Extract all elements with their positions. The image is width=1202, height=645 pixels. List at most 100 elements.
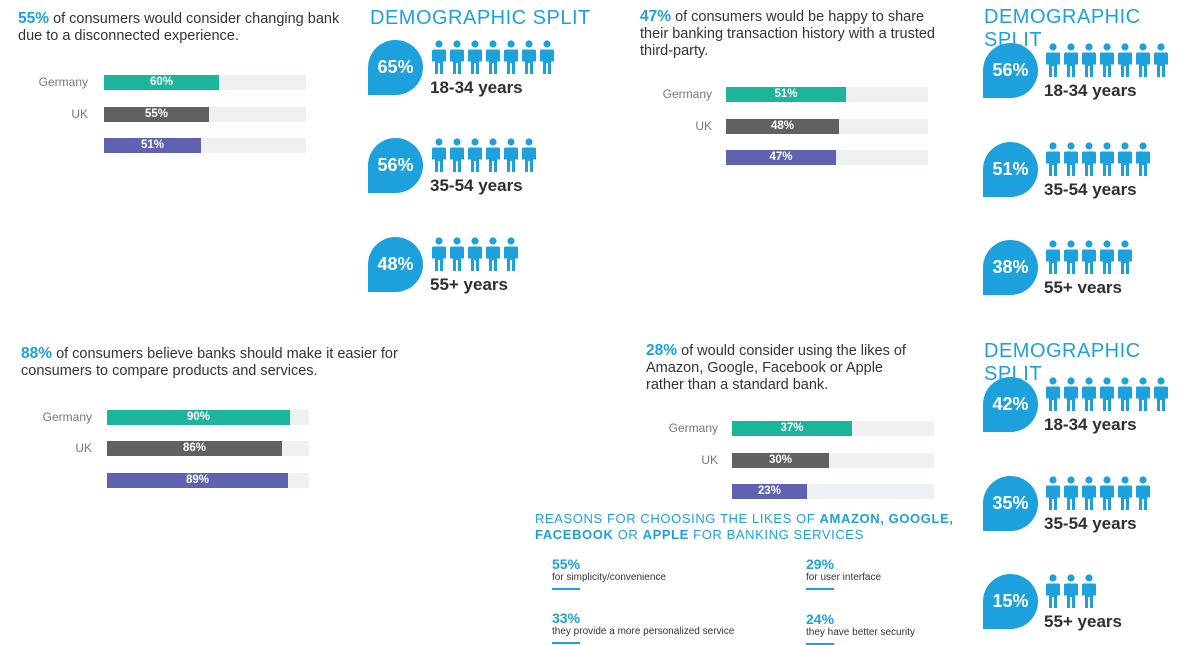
person-icon <box>1062 240 1080 274</box>
person-icon <box>1116 142 1134 176</box>
stat-3-text: of consumers believe banks should make i… <box>21 346 398 379</box>
reason-text: they have better security <box>806 627 915 638</box>
bar-track: 60% <box>104 75 306 90</box>
bar: 37% <box>732 421 852 436</box>
person-icon <box>1062 43 1080 77</box>
person-icon <box>502 138 520 172</box>
bar: 89% <box>107 473 288 488</box>
category-label: UK <box>75 441 92 455</box>
category-label: UK <box>701 453 718 467</box>
person-icon <box>1116 476 1134 510</box>
reasons-title-part-6: APPLE <box>642 527 689 542</box>
percent-bubble: 35% <box>983 476 1038 531</box>
bar: 90% <box>107 410 290 425</box>
person-icon <box>448 237 466 271</box>
person-icon <box>502 237 520 271</box>
person-icon <box>1062 476 1080 510</box>
person-icon <box>1062 142 1080 176</box>
person-icon <box>1044 377 1062 411</box>
people-icons <box>430 40 556 74</box>
reason-pct: 24% <box>806 611 835 627</box>
stat-4-pct: 28% <box>646 342 678 359</box>
person-icon <box>1152 377 1170 411</box>
person-icon <box>1080 377 1098 411</box>
people-icons <box>1044 142 1152 176</box>
person-icon <box>1152 43 1170 77</box>
person-icon <box>1080 476 1098 510</box>
reasons-title-part-4: FACEBOOK <box>535 527 614 542</box>
person-icon <box>1044 240 1062 274</box>
reason-item: 55% for simplicity/convenience <box>552 556 666 590</box>
reason-item: 24% they have better security <box>806 611 915 645</box>
bar-track: 23% <box>732 484 934 499</box>
age-group-label: 55+ years <box>1044 612 1122 631</box>
person-icon <box>484 40 502 74</box>
person-icon <box>502 40 520 74</box>
bar: 51% <box>104 138 201 153</box>
bar-track: 89% <box>107 473 309 488</box>
age-group-label: 18-34 years <box>430 78 523 97</box>
person-icon <box>1116 240 1134 274</box>
person-icon <box>448 40 466 74</box>
reason-item: 29% for user interface <box>806 556 881 590</box>
bar-track: 86% <box>107 441 309 456</box>
percent-bubble: 51% <box>983 142 1038 197</box>
person-icon <box>466 40 484 74</box>
person-icon <box>1044 476 1062 510</box>
stat-2-text: of consumers would be happy to share the… <box>640 9 935 59</box>
people-icons <box>1044 240 1134 274</box>
stat-2: 47% of consumers would be happy to share… <box>640 8 940 60</box>
person-icon <box>520 138 538 172</box>
percent-bubble: 65% <box>368 40 423 95</box>
category-label: Germany <box>42 410 92 424</box>
person-icon <box>1062 574 1080 608</box>
person-icon <box>430 40 448 74</box>
bar: 51% <box>726 87 846 102</box>
bar-track: 55% <box>104 107 306 122</box>
category-label: Germany <box>662 87 712 101</box>
people-icons <box>1044 377 1170 411</box>
person-icon <box>448 138 466 172</box>
person-icon <box>538 40 556 74</box>
reason-text: they provide a more personalized service <box>552 626 735 637</box>
person-icon <box>1080 43 1098 77</box>
people-icons <box>1044 43 1170 77</box>
person-icon <box>1116 43 1134 77</box>
person-icon <box>430 237 448 271</box>
reasons-title: REASONS FOR CHOOSING THE LIKES OF AMAZON… <box>535 511 965 543</box>
people-icons <box>1044 476 1152 510</box>
people-icons <box>1044 574 1098 608</box>
age-group-label: 55+ vears <box>1044 278 1122 297</box>
age-group-label: 35-54 years <box>430 176 523 195</box>
bar-track: 37% <box>732 421 934 436</box>
bar-track: 51% <box>104 138 306 153</box>
person-icon <box>1080 142 1098 176</box>
person-icon <box>1044 142 1062 176</box>
percent-bubble: 56% <box>983 43 1038 98</box>
demographic-title: DEMOGRAPHIC SPLIT <box>370 7 591 29</box>
person-icon <box>1080 240 1098 274</box>
stat-1-pct: 55% <box>18 10 50 27</box>
stat-4-text: of would consider using the likes of Ama… <box>646 343 906 393</box>
category-label: UK <box>695 119 712 133</box>
age-group-label: 18-34 years <box>1044 81 1137 100</box>
bar: 55% <box>104 107 209 122</box>
category-label: Germany <box>668 421 718 435</box>
person-icon <box>1044 43 1062 77</box>
percent-bubble: 48% <box>368 237 423 292</box>
bar: 86% <box>107 441 282 456</box>
age-group-label: 35-54 years <box>1044 514 1137 533</box>
person-icon <box>1134 476 1152 510</box>
person-icon <box>1134 43 1152 77</box>
stat-4: 28% of would consider using the likes of… <box>646 342 916 394</box>
category-label: Germany <box>38 75 88 89</box>
person-icon <box>484 138 502 172</box>
person-icon <box>1134 377 1152 411</box>
reason-underline <box>806 588 834 590</box>
person-icon <box>466 138 484 172</box>
stat-1: 55% of consumers would consider changing… <box>18 10 358 45</box>
person-icon <box>1098 240 1116 274</box>
person-icon <box>1080 574 1098 608</box>
person-icon <box>520 40 538 74</box>
bar-track: 48% <box>726 119 928 134</box>
